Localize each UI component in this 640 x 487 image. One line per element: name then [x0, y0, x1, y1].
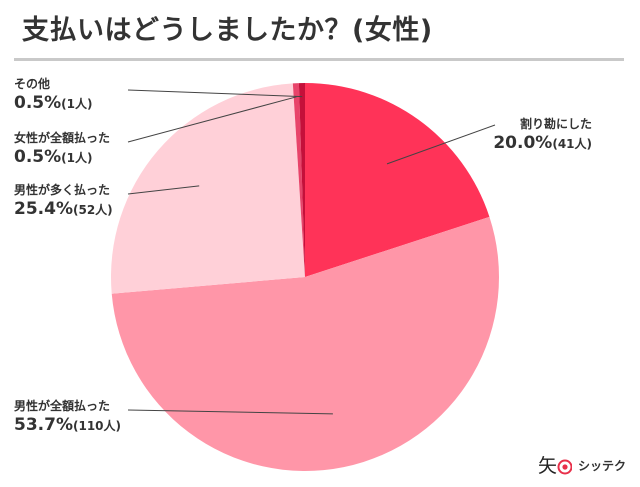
brand-mark-icon: 矢: [538, 455, 572, 477]
slice-label-2: 男性が全額払った: [14, 398, 110, 413]
slice-label-1: 割り勘にした: [520, 116, 592, 131]
slice-label-5: その他: [14, 76, 50, 91]
leader-line-5: [127, 89, 303, 98]
title-underline: [14, 58, 624, 61]
leader-line-2: [127, 409, 333, 415]
slice-labels: 割り勘にした 20.0%(41人) 男性が全額払った 53.7%(110人) 男性が多く…: [14, 76, 592, 435]
slice-value-3: 25.4%(52人): [14, 199, 113, 219]
pie-slice-4: [292, 83, 305, 277]
svg-text:矢: 矢: [538, 455, 557, 477]
leader-line-1: [386, 124, 496, 165]
pie-slice-5: [298, 83, 305, 277]
brand-logo: 矢 シッテク: [538, 450, 626, 480]
pie-slice-3: [110, 83, 305, 294]
pie-slice-1: [305, 83, 490, 277]
slice-value-1: 20.0%(41人): [493, 133, 592, 153]
brand-text: シッテク: [578, 458, 627, 473]
slice-value-2: 53.7%(110人): [14, 415, 121, 435]
pie-slices: [110, 83, 499, 471]
pie-slice-2: [111, 216, 499, 471]
slice-label-4: 女性が全額払った: [14, 130, 110, 145]
slice-label-3: 男性が多く払った: [14, 182, 110, 197]
leader-line-3: [127, 185, 200, 195]
chart-title: 支払いはどうしましたか？(女性): [22, 15, 433, 46]
slice-value-4: 0.5%(1人): [14, 147, 92, 167]
leader-line-4: [127, 96, 297, 143]
slice-value-5: 0.5%(1人): [14, 93, 92, 113]
leader-lines: [127, 89, 496, 415]
